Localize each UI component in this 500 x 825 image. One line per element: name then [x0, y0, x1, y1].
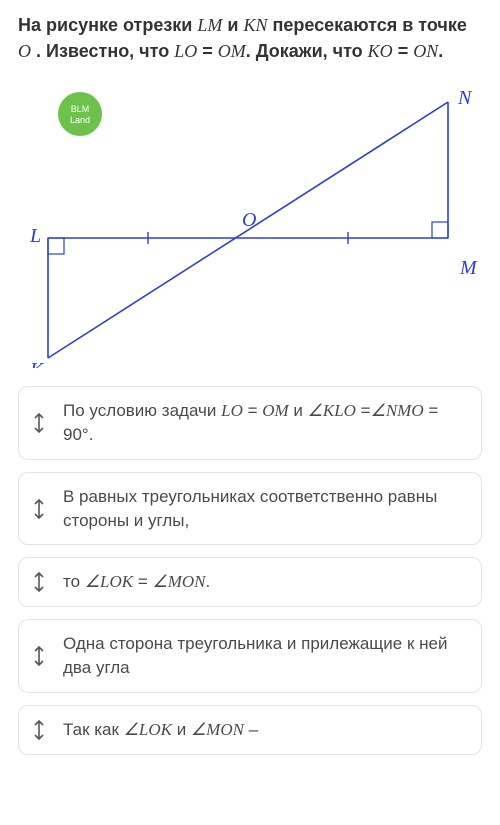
proof-step-card[interactable]: Одна сторона треугольника и прилежащие к… [18, 619, 482, 693]
proof-step-card[interactable]: то ∠LOK = ∠MON. [18, 557, 482, 607]
proof-step-text: По условию задачи LO = OM и ∠KLO =∠NMO =… [63, 399, 467, 447]
proof-step-text: Одна сторона треугольника и прилежащие к… [63, 632, 467, 680]
proof-steps-list: По условию задачи LO = OM и ∠KLO =∠NMO =… [18, 386, 482, 754]
drag-handle-icon[interactable] [29, 645, 49, 667]
t9: OM [218, 41, 246, 61]
svg-text:M: M [459, 257, 478, 279]
t2: и [222, 15, 243, 35]
svg-text:BLM: BLM [71, 104, 90, 114]
t8: = [197, 41, 218, 61]
drag-handle-icon[interactable] [29, 498, 49, 520]
svg-text:K: K [29, 359, 45, 368]
svg-text:O: O [242, 209, 256, 231]
proof-step-card[interactable]: В равных треугольниках соответственно ра… [18, 472, 482, 546]
t12: = [393, 41, 414, 61]
drag-handle-icon[interactable] [29, 571, 49, 593]
t1: LM [197, 15, 222, 35]
proof-step-text: В равных треугольниках соответственно ра… [63, 485, 467, 533]
t4: пересекаются в точке [268, 15, 467, 35]
t0: На рисунке отрезки [18, 15, 197, 35]
t11: KO [368, 41, 393, 61]
svg-text:N: N [457, 87, 473, 109]
drag-handle-icon[interactable] [29, 719, 49, 741]
t5: O [18, 41, 31, 61]
drag-handle-icon[interactable] [29, 412, 49, 434]
svg-text:Land: Land [70, 115, 90, 125]
problem-statement: На рисунке отрезки LM и KN пересекаются … [18, 12, 482, 64]
geometry-diagram: L M O N K BLMLand [18, 78, 482, 368]
t6: . Известно, что [31, 41, 174, 61]
proof-step-text: Так как ∠LOK и ∠MON – [63, 718, 467, 742]
proof-step-card[interactable]: По условию задачи LO = OM и ∠KLO =∠NMO =… [18, 386, 482, 460]
t14: . [438, 41, 443, 61]
t10: . Докажи, что [246, 41, 368, 61]
t13: ON [413, 41, 438, 61]
t3: KN [243, 15, 267, 35]
proof-step-card[interactable]: Так как ∠LOK и ∠MON – [18, 705, 482, 755]
t7: LO [174, 41, 197, 61]
proof-step-text: то ∠LOK = ∠MON. [63, 570, 467, 594]
svg-text:L: L [29, 225, 41, 247]
